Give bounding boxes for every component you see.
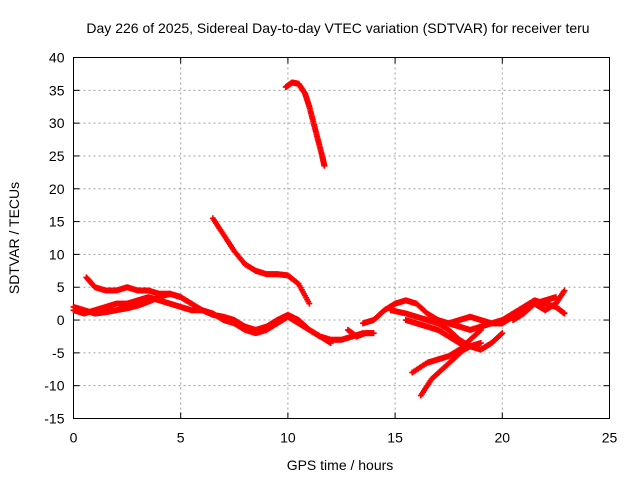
data-point [561,310,568,317]
data-point [499,330,506,337]
data-series [70,79,568,399]
series-track-d [209,215,313,307]
y-tick-label: 20 [49,181,65,197]
data-point [306,300,313,307]
y-tick-label: -5 [52,345,65,361]
x-tick-label: 5 [177,430,185,446]
x-tick-label: 10 [280,430,296,446]
series-track-f [344,326,377,340]
series-track-c [83,274,184,301]
x-tick-label: 25 [602,430,618,446]
grid-lines [73,57,610,419]
x-tick-label: 15 [387,430,403,446]
series-track-b [70,294,334,347]
x-tick-label: 20 [495,430,511,446]
data-point [561,287,568,294]
data-point [477,340,484,347]
data-point [498,331,505,338]
series-track-h [387,307,506,353]
x-axis-label: GPS time / hours [287,457,394,473]
y-tick-label: -10 [44,378,64,394]
y-tick-label: -15 [44,411,64,427]
data-point [476,327,483,334]
data-point [177,294,184,301]
y-tick-label: 5 [57,279,65,295]
chart-title: Day 226 of 2025, Sidereal Day-to-day VTE… [86,20,589,36]
data-point [370,330,377,337]
y-tick-label: 15 [49,214,65,230]
y-tick-label: 25 [49,148,65,164]
data-point [321,162,328,169]
data-point [477,326,484,333]
series-track-k [417,343,474,399]
x-tick-label: 0 [70,430,78,446]
data-point [467,343,474,350]
y-tick-label: 10 [49,246,65,262]
y-axis-label: SDTVAR / TECUs [6,182,22,294]
series-track-j [409,326,484,376]
axis-ticks: 0 5 10 15 20 25 -15 -10 -5 0 5 10 15 20 25 30 35 40 [44,50,617,446]
data-point [327,340,334,347]
y-tick-label: 30 [49,115,65,131]
y-tick-label: 35 [49,82,65,98]
plot-frame [73,57,610,419]
series-track-g [359,294,559,333]
series-track-m [510,287,568,324]
y-tick-label: 40 [49,50,65,66]
y-tick-label: 0 [57,312,65,328]
series-track-e [282,79,328,169]
